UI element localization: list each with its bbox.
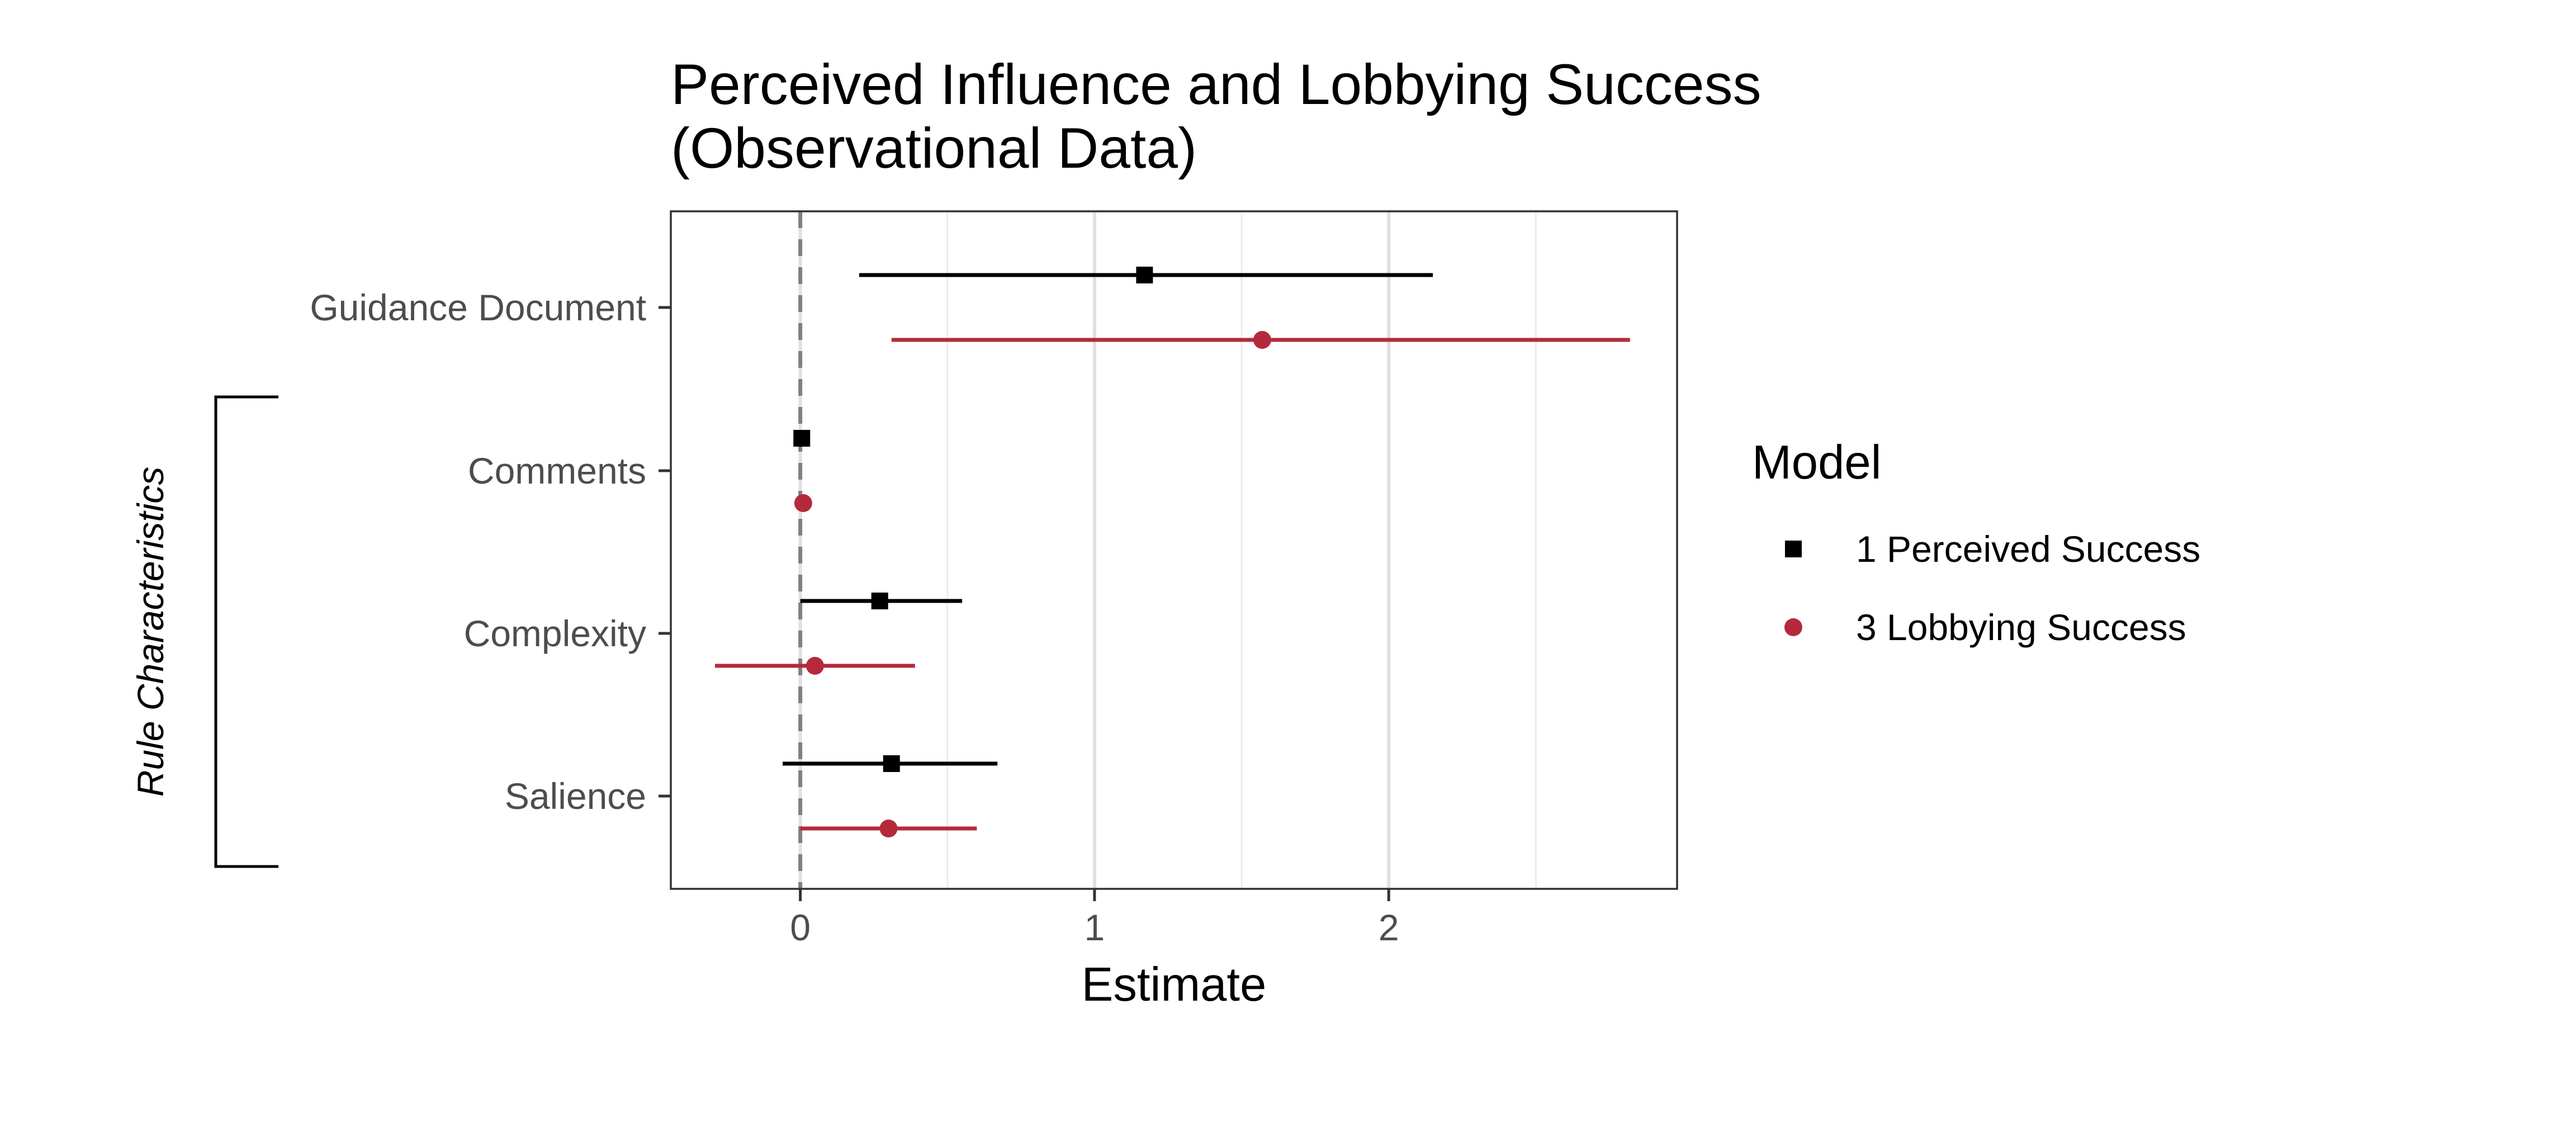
point-estimate (806, 657, 824, 675)
point-estimate (1136, 267, 1153, 283)
x-tick-label: 0 (790, 907, 811, 948)
x-axis-title: Estimate (1082, 958, 1267, 1011)
plot-panel (671, 211, 1677, 889)
y-tick-label: Guidance Document (310, 287, 646, 328)
chart-title: Perceived Influence and Lobbying Success (671, 53, 1761, 116)
legend-label: 1 Perceived Success (1856, 528, 2200, 570)
legend-label: 3 Lobbying Success (1856, 607, 2186, 648)
point-estimate (794, 494, 812, 512)
point-estimate (879, 820, 898, 837)
legend-key-circle (1784, 618, 1802, 636)
y-tick-label: Comments (468, 450, 646, 491)
x-axis: 0 1 2 (790, 889, 1399, 948)
series-marks (714, 267, 1630, 837)
legend-key-square (1785, 541, 1802, 557)
y-axis: Guidance Document Comments Complexity Salie… (310, 287, 671, 817)
group-bracket (214, 395, 278, 868)
group-bracket-label: Rule Characteristics (130, 467, 171, 797)
y-tick-label: Complexity (464, 613, 646, 654)
point-estimate (871, 593, 888, 609)
point-estimate (793, 430, 811, 447)
chart-subtitle: (Observational Data) (671, 116, 1197, 180)
x-tick-label: 1 (1085, 907, 1105, 948)
plot-panel-border (670, 210, 1678, 890)
x-tick-label: 2 (1379, 907, 1399, 948)
legend: Model 1 Perceived Success 3 Lobbying Succ… (1752, 436, 2200, 648)
y-tick-label: Salience (505, 775, 646, 817)
point-estimate (1253, 331, 1271, 349)
legend-title: Model (1752, 436, 1882, 489)
point-estimate (883, 755, 900, 772)
